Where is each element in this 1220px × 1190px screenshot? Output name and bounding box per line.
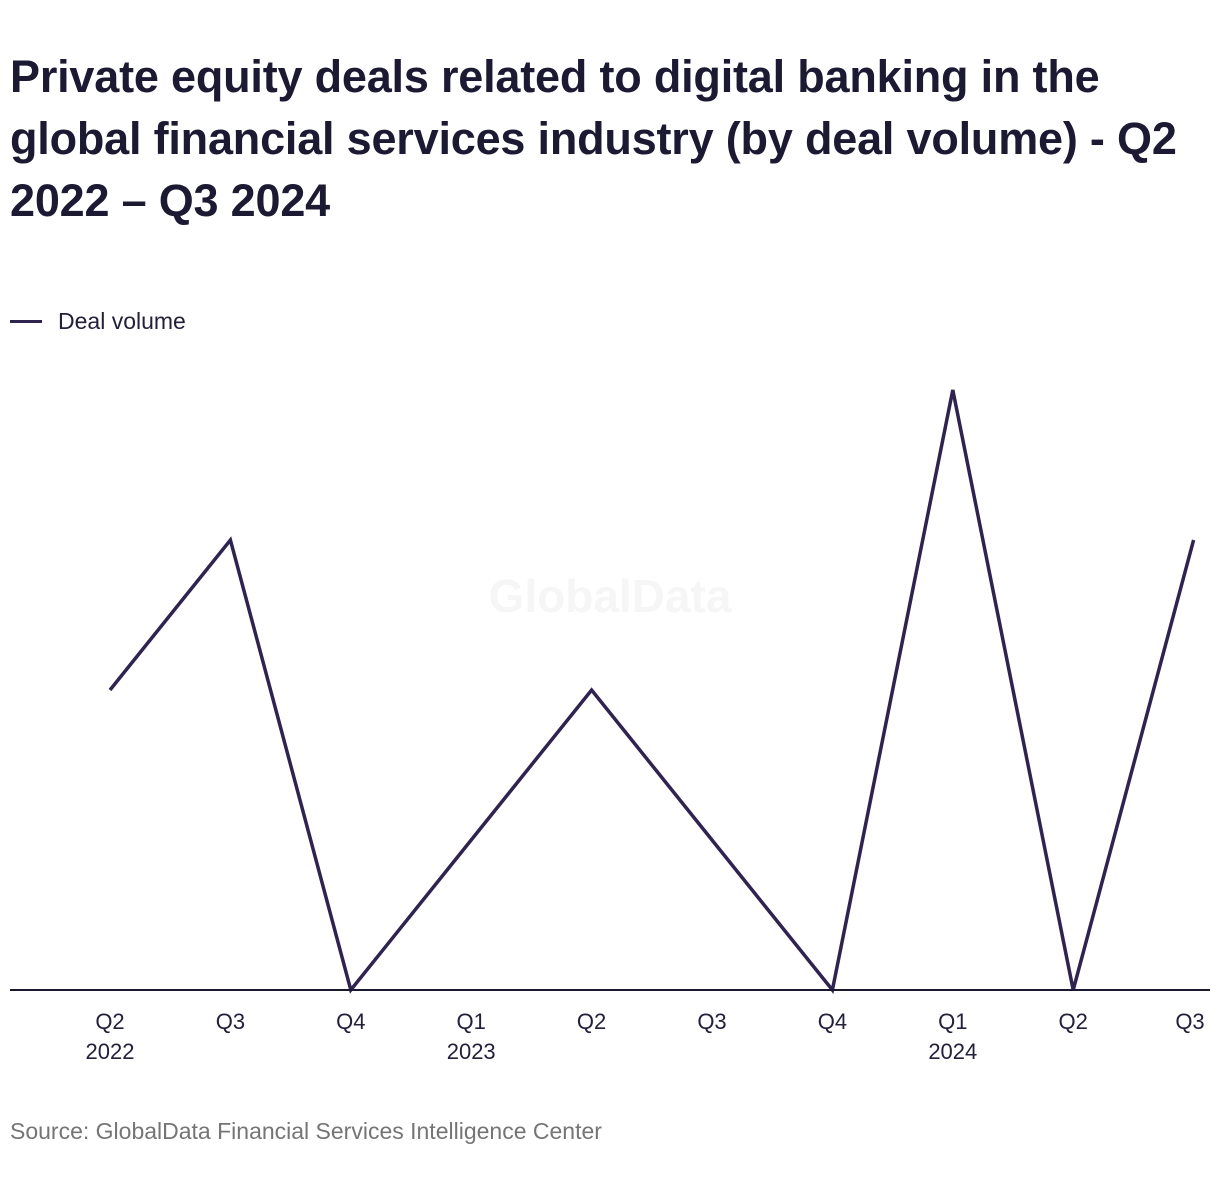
legend-swatch <box>10 319 42 323</box>
x-tick-year-label: 2022 <box>86 1039 135 1064</box>
x-tick-label: Q3 <box>1175 1009 1204 1034</box>
watermark: GlobalData <box>489 570 732 622</box>
x-tick-label: Q1 <box>457 1009 486 1034</box>
x-tick-year-label: 2023 <box>447 1039 496 1064</box>
x-tick-label: Q3 <box>697 1009 726 1034</box>
source-note: Source: GlobalData Financial Services In… <box>10 1118 602 1144</box>
legend-label: Deal volume <box>58 307 186 334</box>
x-tick-label: Q4 <box>336 1009 365 1034</box>
x-tick-label: Q3 <box>216 1009 245 1034</box>
x-tick-label: Q2 <box>577 1009 606 1034</box>
x-axis-tick-labels: Q2 2022 Q3 Q4 Q1 2023 Q2 Q3 Q4 Q1 2024 Q2 Q3 <box>86 1009 1205 1064</box>
x-tick-label: Q2 <box>95 1009 124 1034</box>
x-tick-label: Q2 <box>1059 1009 1088 1034</box>
x-tick-label: Q4 <box>818 1009 847 1034</box>
plot-area <box>108 389 1196 995</box>
x-tick-year-label: 2024 <box>928 1039 977 1064</box>
chart-title: Private equity deals related to digital … <box>10 51 1177 226</box>
series-line-0 <box>108 389 1196 995</box>
legend: Deal volume <box>10 306 186 336</box>
x-tick-label: Q1 <box>938 1009 967 1034</box>
